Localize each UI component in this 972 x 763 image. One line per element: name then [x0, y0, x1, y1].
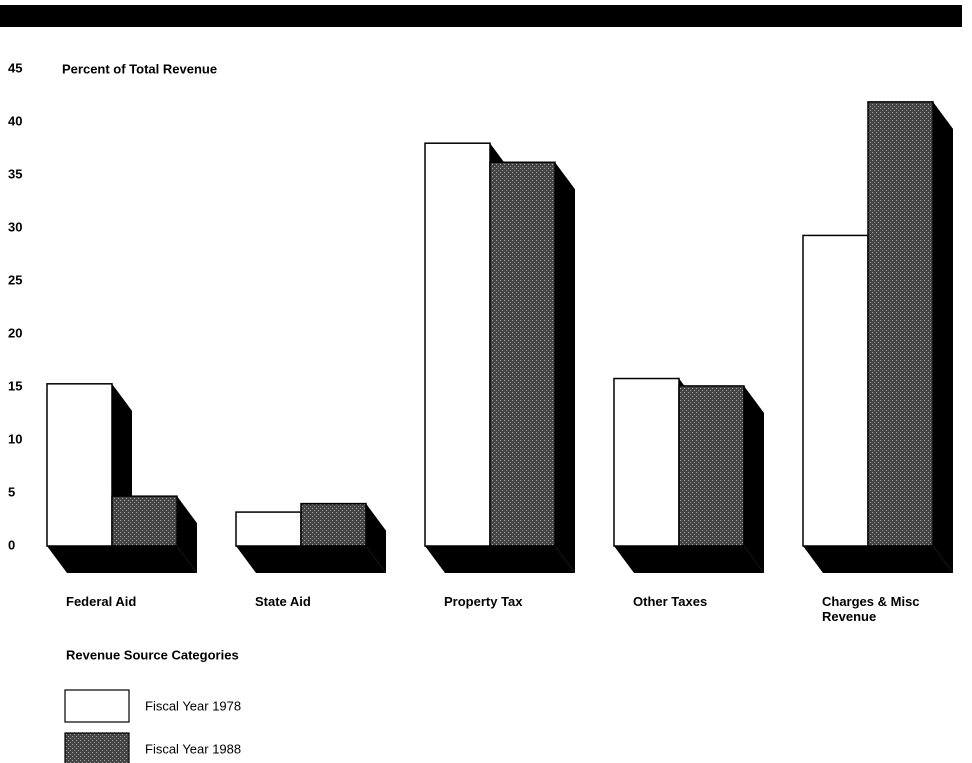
y-tick-label: 30	[8, 219, 22, 234]
bar	[424, 142, 491, 547]
bar	[489, 161, 556, 547]
y-tick-label: 5	[8, 484, 15, 499]
bar	[235, 511, 302, 547]
bar	[111, 495, 178, 547]
bar	[867, 101, 934, 547]
y-tick-label: 10	[8, 431, 22, 446]
x-tick-label: Charges & Misc Revenue	[822, 594, 920, 624]
y-tick-label: 35	[8, 166, 22, 181]
x-axis-title: Revenue Source Categories	[66, 647, 239, 662]
legend-label: Fiscal Year 1988	[145, 741, 241, 756]
x-tick-label: Property Tax	[444, 594, 523, 609]
y-tick-label: 20	[8, 325, 22, 340]
y-tick-label: 40	[8, 113, 22, 128]
bar	[613, 377, 680, 547]
bar	[300, 502, 367, 547]
y-tick-label: 45	[8, 60, 22, 75]
y-tick-label: 0	[8, 537, 15, 552]
bar-side	[933, 101, 953, 574]
bar	[678, 385, 745, 547]
bar-side	[177, 496, 197, 573]
legend-label: Fiscal Year 1978	[145, 698, 241, 713]
y-tick-label: 25	[8, 272, 22, 287]
x-tick-label: Federal Aid	[66, 594, 137, 609]
bar	[46, 383, 113, 547]
legend-swatch	[64, 732, 130, 763]
x-tick-label: Other Taxes	[633, 594, 708, 609]
top-band	[0, 5, 962, 27]
y-axis-title: Percent of Total Revenue	[62, 61, 217, 76]
bar	[802, 234, 869, 547]
bar-side	[366, 503, 386, 573]
legend-swatch	[64, 689, 130, 723]
y-tick-label: 15	[8, 378, 22, 393]
x-tick-label: State Aid	[255, 594, 311, 609]
bar-side	[555, 162, 575, 573]
bar-side	[744, 385, 764, 573]
